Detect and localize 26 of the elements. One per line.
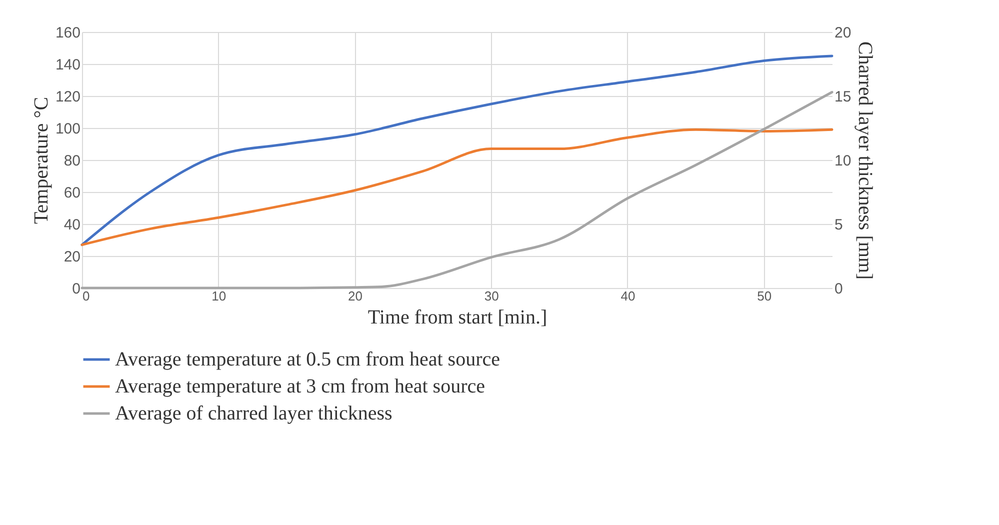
line-series xyxy=(80,128,834,246)
y-tick-label: 160 xyxy=(55,24,80,42)
x-axis-title: Time from start [min.] xyxy=(368,306,548,328)
legend-label: Average temperature at 0.5 cm from heat source xyxy=(115,348,500,370)
y-tick-label: 60 xyxy=(64,184,80,202)
x-tick-label: 0 xyxy=(82,288,90,304)
x-tick-label: 50 xyxy=(757,288,772,304)
y-tick-label: 140 xyxy=(55,56,80,74)
y2-tick-label: 15 xyxy=(834,88,852,106)
x-tick-label: 40 xyxy=(620,288,636,304)
y2-tick-label: 10 xyxy=(834,152,852,170)
x-tick-label: 30 xyxy=(484,288,499,304)
legend-label: Average temperature at 3 cm from heat source xyxy=(115,376,486,398)
y-tick-label: 80 xyxy=(64,152,80,170)
y-tick-label: 100 xyxy=(55,120,80,138)
line-series xyxy=(80,54,834,246)
y-tick-label: 40 xyxy=(64,216,80,234)
y2-axis-title: Charred layer thickness [mm] xyxy=(854,41,876,280)
legend-label: Average of charred layer thickness xyxy=(115,402,392,424)
x-tick-label: 20 xyxy=(348,288,362,304)
y2-tick-label: 20 xyxy=(834,24,852,42)
y-tick-label: 20 xyxy=(64,248,80,266)
x-tick-label: 10 xyxy=(212,288,226,304)
y-tick-label: 120 xyxy=(55,88,80,106)
y-axis-title: Temperature °C xyxy=(30,96,52,224)
y2-tick-label: 5 xyxy=(834,216,843,234)
